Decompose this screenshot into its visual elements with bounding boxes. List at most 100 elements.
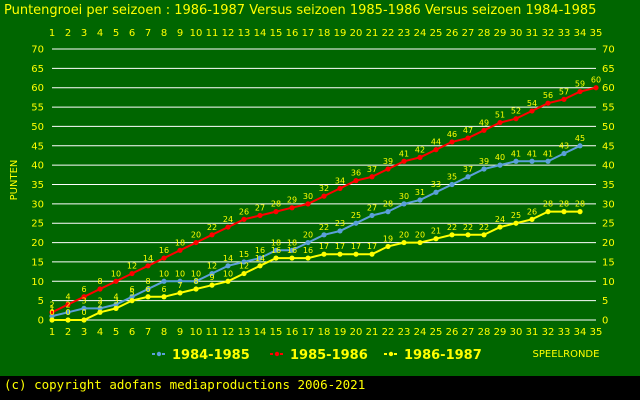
- data-point-1986-1987: [209, 282, 215, 288]
- data-label-1985-1986: 16: [159, 246, 169, 255]
- series-line-1985-1986: [51, 86, 597, 314]
- data-label-1986-1987: 3: [113, 296, 118, 305]
- data-point-1986-1987: [65, 317, 71, 323]
- x-tick-label-bottom: 12: [222, 327, 235, 338]
- data-label-1986-1987: 5: [129, 289, 134, 298]
- data-point-1984-1985: [81, 305, 87, 311]
- data-label-1985-1986: 41: [399, 149, 409, 158]
- data-label-1986-1987: 28: [575, 200, 585, 209]
- x-tick-label-bottom: 5: [113, 327, 119, 338]
- y-tick-label-right: 60: [602, 83, 615, 94]
- data-label-1986-1987: 21: [431, 227, 441, 236]
- x-tick-label-bottom: 14: [254, 327, 267, 338]
- x-tick-label-bottom: 21: [366, 327, 379, 338]
- data-point-1984-1985: [49, 313, 55, 319]
- x-tick-label-bottom: 22: [382, 327, 395, 338]
- x-tick-label-bottom: 15: [270, 327, 283, 338]
- data-point-1986-1987: [113, 305, 119, 311]
- data-label-1984-1985: 1: [49, 304, 54, 313]
- x-tick-label-top: 21: [366, 28, 379, 39]
- data-label-1984-1985: 41: [527, 149, 537, 158]
- data-label-1984-1985: 8: [145, 277, 150, 286]
- data-label-1986-1987: 22: [463, 223, 473, 232]
- data-label-1985-1986: 47: [463, 126, 473, 135]
- data-label-1984-1985: 14: [223, 254, 233, 263]
- x-tick-label-top: 6: [129, 28, 135, 39]
- x-tick-label-top: 25: [430, 28, 443, 39]
- data-point-1986-1987: [545, 209, 551, 215]
- data-label-1984-1985: 10: [159, 269, 169, 278]
- data-label-1985-1986: 28: [271, 200, 281, 209]
- data-point-1985-1986: [529, 108, 535, 114]
- data-label-1985-1986: 32: [319, 184, 329, 193]
- data-point-1985-1986: [97, 286, 103, 292]
- data-point-1984-1985: [65, 309, 71, 315]
- x-tick-label-bottom: 17: [302, 327, 315, 338]
- x-tick-label-top: 27: [462, 28, 475, 39]
- data-label-1986-1987: 19: [383, 234, 393, 243]
- x-tick-label-top: 11: [206, 28, 219, 39]
- x-tick-label-top: 29: [494, 28, 507, 39]
- x-tick-label-bottom: 19: [334, 327, 347, 338]
- x-tick-label-top: 20: [350, 28, 363, 39]
- data-point-1985-1986: [353, 178, 359, 184]
- data-point-1984-1985: [481, 166, 487, 172]
- data-point-1985-1986: [241, 216, 247, 222]
- data-label-1985-1986: 51: [495, 111, 505, 120]
- data-point-1986-1987: [417, 239, 423, 246]
- x-tick-label-top: 7: [145, 28, 151, 39]
- x-tick-label-top: 10: [190, 28, 203, 39]
- data-point-1984-1985: [257, 255, 263, 261]
- data-label-1985-1986: 42: [415, 145, 425, 154]
- data-point-1984-1985: [353, 220, 359, 226]
- data-label-1986-1987: 0: [65, 308, 70, 317]
- data-label-1985-1986: 44: [431, 138, 441, 147]
- x-tick-label-top: 8: [161, 28, 167, 39]
- data-point-1986-1987: [97, 309, 103, 315]
- data-point-1984-1985: [177, 278, 183, 284]
- data-label-1984-1985: 43: [559, 142, 569, 151]
- y-tick-label-right: 40: [602, 161, 615, 172]
- data-label-1986-1987: 6: [145, 285, 150, 294]
- y-tick-label-left: 35: [31, 180, 44, 191]
- y-tick-label-right: 0: [602, 316, 608, 327]
- data-point-1985-1986: [593, 85, 599, 91]
- data-label-1985-1986: 27: [255, 203, 265, 212]
- data-point-1984-1985: [465, 174, 471, 180]
- data-point-1984-1985: [273, 247, 279, 253]
- data-label-1986-1987: 16: [287, 246, 297, 255]
- chart-title: Puntengroei per seizoen : 1986-1987 Vers…: [4, 3, 597, 18]
- data-point-1985-1986: [129, 270, 135, 277]
- x-tick-label-top: 9: [177, 28, 183, 39]
- data-label-1984-1985: 28: [383, 200, 393, 209]
- data-point-1986-1987: [225, 278, 231, 284]
- data-point-1986-1987: [561, 209, 567, 215]
- y-tick-label-left: 40: [31, 161, 44, 172]
- data-label-1985-1986: 2: [49, 300, 54, 309]
- data-point-1985-1986: [481, 127, 487, 133]
- data-point-1985-1986: [577, 88, 583, 95]
- data-point-1985-1986: [209, 232, 215, 238]
- data-point-1985-1986: [113, 278, 119, 284]
- data-point-1984-1985: [369, 212, 375, 219]
- y-tick-label-left: 30: [31, 199, 44, 210]
- data-label-1984-1985: 22: [319, 223, 329, 232]
- data-label-1984-1985: 39: [479, 157, 489, 166]
- legend-marker-1986-1987: [388, 351, 394, 357]
- data-label-1984-1985: 15: [239, 250, 249, 259]
- x-tick-label-bottom: 11: [206, 327, 219, 338]
- data-point-1984-1985: [305, 239, 311, 246]
- x-tick-label-bottom: 2: [65, 327, 71, 338]
- data-point-1985-1986: [417, 154, 423, 160]
- data-label-1986-1987: 8: [193, 277, 198, 286]
- data-label-1986-1987: 28: [543, 200, 553, 209]
- data-point-1985-1986: [513, 116, 519, 122]
- x-tick-label-top: 14: [254, 28, 267, 39]
- data-label-1986-1987: 22: [479, 223, 489, 232]
- x-tick-label-top: 15: [270, 28, 283, 39]
- data-label-1985-1986: 8: [97, 277, 102, 286]
- data-point-1984-1985: [97, 305, 103, 311]
- data-point-1985-1986: [225, 224, 231, 230]
